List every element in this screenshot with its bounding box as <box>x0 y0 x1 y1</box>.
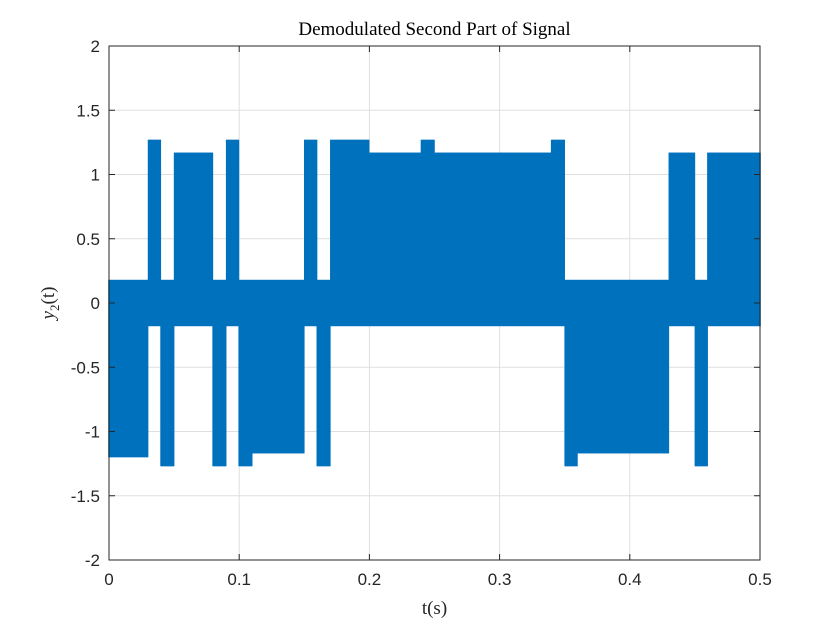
signal-bit-block <box>616 279 630 454</box>
chart-title: Demodulated Second Part of Signal <box>298 19 570 40</box>
signal-bit-block <box>304 139 318 327</box>
signal-bit-block <box>512 152 526 327</box>
signal-bit-block <box>148 139 162 327</box>
signal-bit-block <box>135 279 149 458</box>
x-tick-label: 0 <box>104 570 113 589</box>
y-axis-label-sub: 2 <box>47 305 62 312</box>
signal-bit-block <box>525 152 539 327</box>
signal-bit-block <box>278 279 292 454</box>
y-tick-label: 1 <box>91 166 100 185</box>
y-tick-label: 1.5 <box>76 101 100 120</box>
signal-bit-block <box>200 152 214 327</box>
signal-bit-block <box>382 152 396 327</box>
signal-bit-block <box>174 152 188 327</box>
signal-bit-block <box>746 152 760 327</box>
signal-bit-block <box>499 152 513 327</box>
signal-bit-block <box>642 279 656 454</box>
signal-bit-block <box>317 279 331 467</box>
signal-bit-block <box>265 279 279 454</box>
signal-bit-block <box>161 279 175 467</box>
y-axis-label-var: y <box>38 310 59 321</box>
x-tick-label: 0.5 <box>748 570 772 589</box>
signal-bit-block <box>109 279 123 458</box>
signal-bit-block <box>369 152 383 327</box>
signal-bit-block <box>681 152 695 327</box>
signal-bit-block <box>239 279 253 467</box>
signal-bit-block <box>538 152 552 327</box>
signal-bit-block <box>486 152 500 327</box>
y-tick-label: 2 <box>91 37 100 56</box>
y-axis-label-arg: (t) <box>38 287 59 305</box>
x-axis-label: t(s) <box>422 598 447 619</box>
signal-bit-block <box>603 279 617 454</box>
x-tick-label: 0.3 <box>488 570 512 589</box>
signal-bit-block <box>395 152 409 327</box>
signal-bit-block <box>655 279 669 454</box>
signal-bit-block <box>421 139 435 327</box>
x-tick-label: 0.2 <box>358 570 382 589</box>
signal-bit-block <box>291 279 305 454</box>
signal-bit-block <box>551 139 565 327</box>
signal-bit-block <box>473 152 487 327</box>
y-tick-label: -0.5 <box>71 358 100 377</box>
signal-bit-block <box>330 139 344 327</box>
y-tick-label: -1 <box>85 423 100 442</box>
signal-bit-block <box>629 279 643 454</box>
signal-bit-block <box>408 152 422 327</box>
signal-bit-block <box>590 279 604 454</box>
signal-bit-block <box>707 152 721 327</box>
y-tick-label: 0.5 <box>76 230 100 249</box>
signal-bit-block <box>668 152 682 327</box>
signal-bit-block <box>694 279 708 467</box>
y-tick-label: -1.5 <box>71 487 100 506</box>
x-tick-label: 0.4 <box>618 570 642 589</box>
signal-bit-block <box>213 279 227 467</box>
signal-bit-block <box>564 279 578 467</box>
signal-bit-block <box>720 152 734 327</box>
signal-bit-block <box>447 152 461 327</box>
x-tick-labels: 0 0.1 0.2 0.3 0.4 0.5 <box>104 570 772 589</box>
signal-bit-block <box>187 152 201 327</box>
y-tick-labels: -2 -1.5 -1 -0.5 0 0.5 1 1.5 2 <box>71 37 100 570</box>
signal-bit-block <box>252 279 266 454</box>
signal-bit-block <box>434 152 448 327</box>
signal-bit-block <box>343 139 357 327</box>
signal-bit-block <box>577 279 591 454</box>
signal-bit-block <box>460 152 474 327</box>
signal-bit-block <box>226 139 240 327</box>
signal-series <box>108 139 761 467</box>
signal-bit-block <box>122 279 136 458</box>
signal-bit-block <box>356 139 370 327</box>
tick-marks <box>108 45 761 561</box>
y-tick-label: -2 <box>85 551 100 570</box>
y-tick-label: 0 <box>91 294 100 313</box>
signal-bit-block <box>733 152 747 327</box>
signal-line <box>108 139 761 467</box>
x-tick-label: 0.1 <box>227 570 251 589</box>
y-axis-label: y2(t) <box>38 287 62 322</box>
